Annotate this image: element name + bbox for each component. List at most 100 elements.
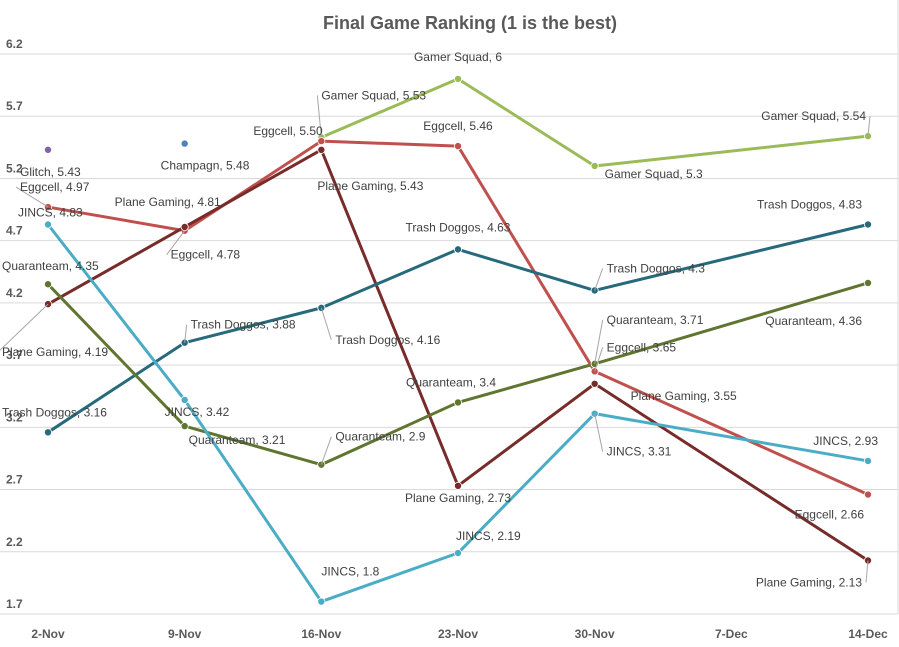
- y-tick-label: 5.7: [6, 99, 23, 113]
- y-tick-label: 4.2: [6, 286, 23, 300]
- data-label: Trash Doggos, 3.88: [191, 318, 296, 332]
- data-label: Eggcell, 5.46: [423, 119, 493, 133]
- data-label: Glitch, 5.43: [20, 165, 81, 179]
- x-tick-label: 9-Nov: [168, 627, 202, 641]
- x-tick-label: 7-Dec: [715, 627, 748, 641]
- data-label: Quaranteam, 4.35: [2, 259, 99, 273]
- leader-line: [184, 324, 188, 343]
- x-tick-label: 23-Nov: [438, 627, 478, 641]
- data-label: Plane Gaming, 4.81: [115, 195, 221, 209]
- data-label: JINCS, 3.31: [607, 445, 672, 459]
- y-tick-label: 4.7: [6, 224, 23, 238]
- data-point: [453, 549, 462, 558]
- data-point: [453, 245, 462, 254]
- data-point: [180, 222, 189, 231]
- data-label: Plane Gaming, 3.55: [631, 389, 737, 403]
- series-line: [47, 148, 869, 562]
- leader-line: [320, 307, 332, 341]
- data-point: [317, 145, 326, 154]
- gridlines: [0, 0, 899, 615]
- x-tick-label: 14-Dec: [848, 627, 888, 641]
- data-point: [44, 428, 53, 437]
- data-label: JINCS, 3.42: [165, 405, 230, 419]
- data-label: Quaranteam, 2.9: [335, 430, 425, 444]
- data-point: [44, 220, 53, 229]
- series-group: [44, 74, 873, 606]
- y-tick-label: 5.2: [6, 161, 23, 175]
- data-point: [317, 137, 326, 146]
- leader-line: [867, 116, 871, 137]
- data-label: JINCS, 4.83: [18, 205, 83, 219]
- leader-line: [316, 95, 322, 138]
- data-label: Plane Gaming, 2.73: [405, 491, 511, 505]
- data-label: Eggcell, 4.97: [20, 180, 90, 194]
- leader-line: [320, 436, 332, 465]
- series-trash-doggos: [44, 220, 873, 437]
- leader-line: [865, 560, 869, 583]
- data-label: Plane Gaming, 2.13: [756, 575, 862, 589]
- y-tick-label: 6.2: [6, 37, 23, 51]
- data-label: Quaranteam, 3.71: [607, 313, 704, 327]
- data-point: [864, 278, 873, 287]
- data-label: Trash Doggos, 4.83: [757, 197, 862, 211]
- data-label: Gamer Squad, 5.54: [761, 109, 866, 123]
- leader-line: [594, 268, 604, 291]
- data-point: [44, 280, 53, 289]
- data-label: Eggcell, 2.66: [795, 508, 865, 522]
- y-tick-label: 1.7: [6, 597, 23, 611]
- data-point: [590, 379, 599, 388]
- series-line: [46, 223, 869, 604]
- leader-line: [166, 230, 186, 256]
- series-line: [46, 281, 869, 467]
- x-tick-label: 30-Nov: [575, 627, 615, 641]
- chart-title: Final Game Ranking (1 is the best): [323, 13, 617, 33]
- leader-line: [0, 303, 49, 351]
- series-line: [320, 77, 869, 168]
- y-tick-label: 3.7: [6, 348, 23, 362]
- series-champagn: [180, 139, 189, 148]
- data-point: [453, 398, 462, 407]
- data-label: Gamer Squad, 5.3: [605, 167, 703, 181]
- y-tick-label: 2.2: [6, 535, 23, 549]
- data-label: Trash Doggos, 4.63: [406, 220, 511, 234]
- leader-line: [594, 347, 604, 372]
- data-label: Eggcell, 3.65: [607, 340, 677, 354]
- data-point: [453, 142, 462, 151]
- data-label: JINCS, 2.93: [813, 434, 878, 448]
- data-point: [180, 395, 189, 404]
- data-point: [864, 456, 873, 465]
- data-label: Plane Gaming, 5.43: [317, 179, 423, 193]
- data-label: Quaranteam, 4.36: [765, 314, 862, 328]
- data-label: Trash Doggos, 4.3: [607, 261, 706, 275]
- data-label: Gamer Squad, 5.53: [321, 88, 426, 102]
- data-point: [317, 597, 326, 606]
- data-point: [180, 139, 189, 148]
- axes: 1.7 2.2 2.7 3.2 3.7 4.2 4.7 5.2 5.7 6.2 2-Nov 9-Nov…: [6, 37, 888, 641]
- series-line: [47, 139, 869, 496]
- y-tick-label: 3.2: [6, 410, 23, 424]
- x-tick-label: 2-Nov: [31, 627, 65, 641]
- data-point: [180, 422, 189, 431]
- data-label: Trash Doggos, 4.16: [335, 333, 440, 347]
- leader-line: [594, 413, 604, 452]
- leader-line: [594, 319, 604, 364]
- data-labels: Gamer Squad, 5.53 Gamer Squad, 6 Gamer Squ…: [0, 50, 878, 589]
- y-tick-label: 2.7: [6, 473, 23, 487]
- data-label: Eggcell, 4.78: [171, 248, 241, 262]
- data-label: JINCS, 2.19: [456, 529, 521, 543]
- data-label: Quaranteam, 3.21: [189, 433, 286, 447]
- data-point: [453, 74, 462, 83]
- data-point: [44, 145, 53, 154]
- series-eggcell: [44, 137, 873, 499]
- data-point: [453, 481, 462, 490]
- data-label: Champagn, 5.48: [161, 159, 250, 173]
- data-point: [864, 490, 873, 499]
- series-glitch: [44, 145, 53, 154]
- data-label: Plane Gaming, 4.19: [2, 345, 108, 359]
- data-point: [864, 220, 873, 229]
- data-label: Quaranteam, 3.4: [406, 375, 496, 389]
- data-label: Eggcell, 5.50: [253, 124, 323, 138]
- data-label: Gamer Squad, 6: [414, 50, 502, 64]
- leader-line: [15, 186, 49, 208]
